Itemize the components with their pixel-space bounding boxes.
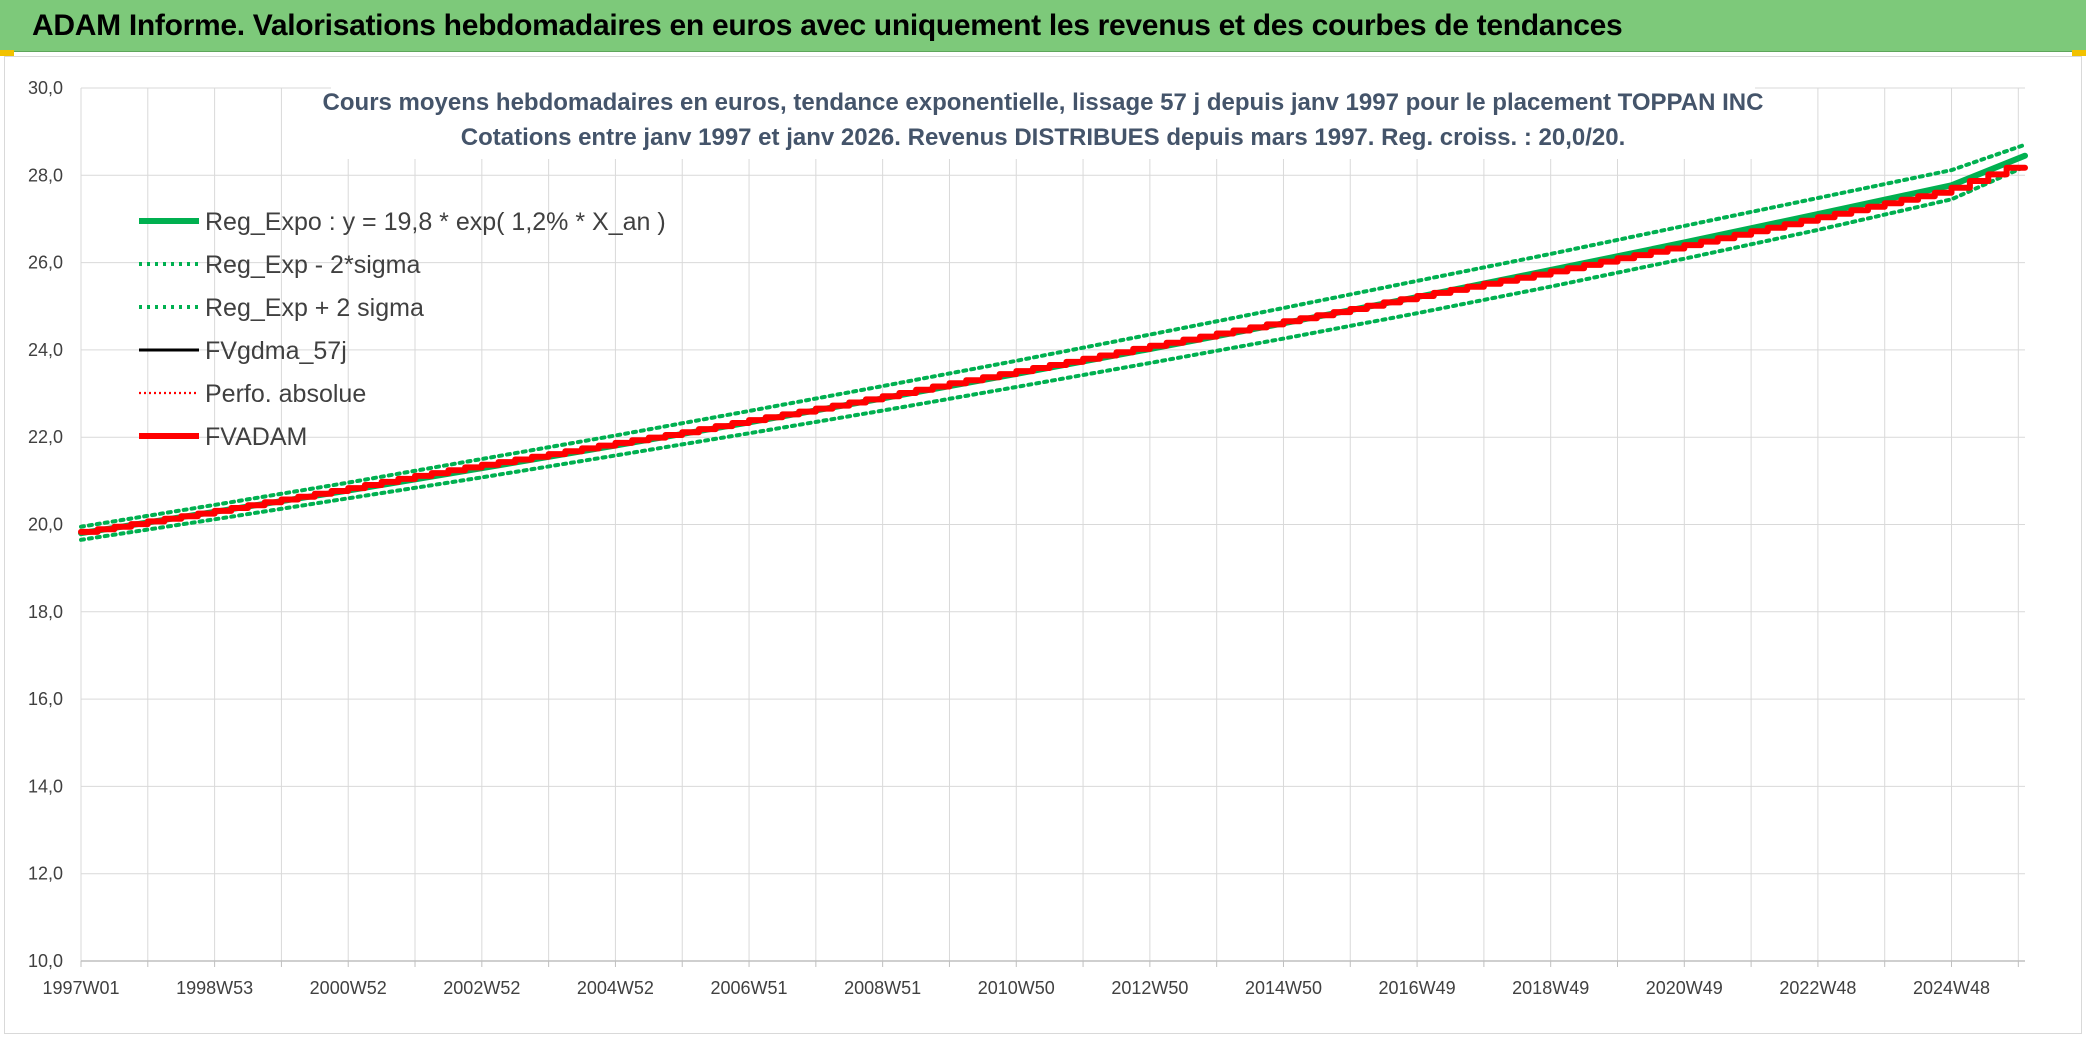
x-tick-label: 2022W48 <box>1779 978 1856 998</box>
legend-label: Reg_Exp + 2 sigma <box>205 294 424 322</box>
legend-label: Perfo. absolue <box>205 380 366 408</box>
y-tick-label: 24,0 <box>28 340 63 360</box>
y-tick-label: 22,0 <box>28 427 63 447</box>
y-tick-label: 14,0 <box>28 776 63 796</box>
report-title: ADAM Informe. Valorisations hebdomadaire… <box>32 9 1623 42</box>
chart-subtitle: Cotations entre janv 1997 et janv 2026. … <box>461 124 1626 151</box>
corner-marker-left <box>0 50 14 56</box>
x-tick-label: 2014W50 <box>1245 978 1322 998</box>
x-tick-label: 2010W50 <box>978 978 1055 998</box>
x-tick-label: 1997W01 <box>42 978 119 998</box>
x-tick-label: 2008W51 <box>844 978 921 998</box>
series-line-reg-exp-plus-2sigma <box>79 142 2027 529</box>
legend-label: Reg_Expo : y = 19,8 * exp( 1,2% * X_an ) <box>205 208 666 236</box>
x-tick-label: 2000W52 <box>310 978 387 998</box>
legend-label: FVADAM <box>205 423 307 451</box>
y-tick-label: 30,0 <box>28 78 63 98</box>
title-layer: Cours moyens hebdomadaires en euros, ten… <box>323 79 1764 159</box>
corner-marker-right <box>2072 50 2086 56</box>
y-tick-label: 10,0 <box>28 951 63 971</box>
x-tick-label: 2024W48 <box>1913 978 1990 998</box>
x-tick-label: 2018W49 <box>1512 978 1589 998</box>
x-tick-label: 2016W49 <box>1379 978 1456 998</box>
x-tick-label: 2020W49 <box>1646 978 1723 998</box>
y-tick-label: 18,0 <box>28 602 63 622</box>
series-line-fvadam <box>78 164 2028 535</box>
chart-svg: 10,0 12,0 14,0 16,0 18,0 20,0 22,0 24,0 26,0 28,0… <box>28 78 2028 998</box>
x-tick-label: 2002W52 <box>443 978 520 998</box>
x-tick-label: 2012W50 <box>1111 978 1188 998</box>
y-tick-label: 20,0 <box>28 515 63 535</box>
chart-title: Cours moyens hebdomadaires en euros, ten… <box>323 89 1764 116</box>
y-tick-label: 12,0 <box>28 864 63 884</box>
y-tick-label: 28,0 <box>28 165 63 185</box>
report-banner: ADAM Informe. Valorisations hebdomadaire… <box>0 0 2086 52</box>
x-tick-label: 2006W51 <box>711 978 788 998</box>
legend-label: Reg_Exp - 2*sigma <box>205 251 420 279</box>
x-tick-label: 2004W52 <box>577 978 654 998</box>
y-tick-label: 26,0 <box>28 253 63 273</box>
legend: Reg_Expo : y = 19,8 * exp( 1,2% * X_an )… <box>139 208 666 451</box>
series-line-reg-exp-minus-2sigma <box>79 164 2027 542</box>
series-layer <box>78 142 2028 542</box>
y-tick-label: 16,0 <box>28 689 63 709</box>
x-tick-label: 1998W53 <box>176 978 253 998</box>
legend-label: FVgdma_57j <box>205 337 347 365</box>
chart-area: 10,0 12,0 14,0 16,0 18,0 20,0 22,0 24,0 26,0 28,0… <box>4 56 2082 1034</box>
title-background <box>331 79 1755 159</box>
axis-layer: 10,0 12,0 14,0 16,0 18,0 20,0 22,0 24,0 26,0 28,0… <box>28 78 2025 998</box>
